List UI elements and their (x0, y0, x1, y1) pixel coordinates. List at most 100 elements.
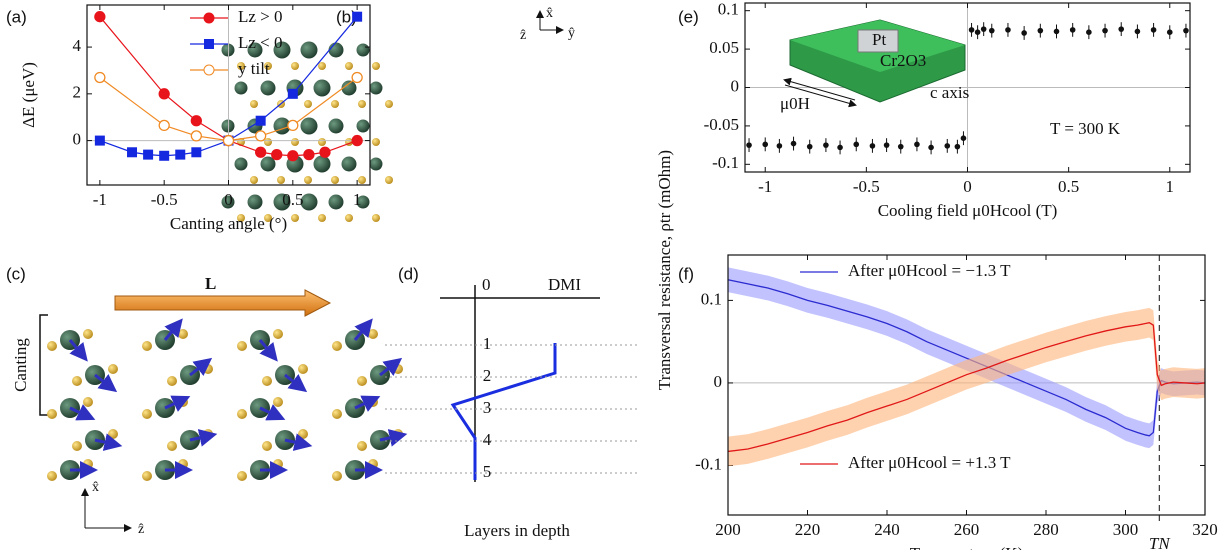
reference-label: TN (1149, 534, 1171, 550)
atom (83, 459, 93, 469)
atom (357, 441, 367, 451)
atom (235, 82, 248, 95)
point (961, 135, 967, 141)
legend-marker (204, 65, 214, 75)
point (1167, 29, 1173, 35)
atom (372, 214, 380, 222)
x-axis-label: Cooling field μ0Hcool (T) (878, 201, 1058, 220)
atom (314, 80, 331, 97)
point (870, 143, 876, 149)
x-tick-label: -0.5 (151, 190, 178, 209)
marker (288, 89, 298, 99)
atom (248, 195, 263, 210)
atom (167, 376, 177, 386)
atom (178, 459, 188, 469)
atom (108, 364, 118, 374)
dmi-profile (453, 343, 555, 480)
atom (370, 158, 383, 171)
x-tick-label: 1 (353, 190, 362, 209)
x-tick-label: 0.5 (282, 190, 303, 209)
point (914, 142, 920, 148)
x-axis-label: Canting angle (°) (170, 214, 287, 233)
y-axis-label: Transversal resistance, ρtr (mOhm) (655, 150, 674, 390)
legend-label: Lz > 0 (238, 7, 283, 26)
atom (368, 329, 378, 339)
atom (329, 195, 344, 210)
y-axis-label: ΔE (μeV) (19, 62, 38, 128)
x-tick-label: 300 (1113, 520, 1139, 539)
y-tick-label: 2 (73, 83, 82, 102)
x-tick-label: 1 (1166, 177, 1175, 196)
atom (83, 397, 93, 407)
atom (178, 329, 188, 339)
atom (329, 43, 344, 58)
atom (237, 471, 247, 481)
body: {"chart_data": [ {"type": "line", "label… (0, 0, 1221, 550)
marker (143, 150, 153, 160)
atom (291, 214, 299, 222)
atom (372, 138, 380, 146)
atom (250, 100, 258, 108)
marker (320, 147, 330, 157)
atom (301, 118, 318, 135)
atom (142, 341, 152, 351)
point (746, 142, 752, 148)
illustrations: (b) x̂ ẑ ŷ (c) L Canting x̂ ẑ (d) 0 DMI … (6, 6, 640, 540)
atom (262, 441, 272, 451)
x-tick-label: 0.5 (1058, 177, 1079, 196)
x-tick-label: 240 (874, 520, 900, 539)
atom (273, 459, 283, 469)
atom (332, 409, 342, 419)
point (1054, 29, 1060, 35)
point (944, 143, 950, 149)
annotation: T = 300 K (1050, 119, 1121, 138)
point (807, 144, 813, 150)
marker (191, 147, 201, 157)
atom (358, 100, 366, 108)
figure: (b) x̂ ẑ ŷ (c) L Canting x̂ ẑ (d) 0 DMI … (0, 0, 1221, 550)
axis-label: ŷ (568, 26, 575, 41)
atom (47, 341, 57, 351)
panel-label: (a) (6, 7, 27, 26)
legend-label: Lz < 0 (238, 33, 283, 52)
atom (235, 158, 248, 171)
atom (318, 62, 326, 70)
x-axis-label: Temperature (K) (910, 544, 1024, 550)
point (989, 28, 995, 34)
annotation: μ0H (780, 94, 810, 113)
point (969, 27, 975, 33)
atom (331, 100, 339, 108)
marker (352, 72, 362, 82)
marker (95, 72, 105, 82)
atom (47, 471, 57, 481)
x-tick-label: 0 (963, 177, 972, 196)
atom (318, 138, 326, 146)
y-tick-label: 0 (714, 372, 723, 391)
marker (159, 151, 169, 161)
atom (298, 364, 308, 374)
x-tick-label: 280 (1033, 520, 1059, 539)
marker (127, 147, 137, 157)
atom (298, 429, 308, 439)
point (955, 144, 961, 150)
x-tick-label: 0 (224, 190, 233, 209)
point (1038, 28, 1044, 34)
point (1005, 27, 1011, 33)
bracket-label: Canting (11, 338, 30, 392)
origin-label: 0 (482, 275, 491, 294)
atom (332, 471, 342, 481)
panel-label: (d) (398, 264, 419, 283)
marker (288, 120, 298, 130)
marker (95, 136, 105, 146)
marker (159, 120, 169, 130)
arrow-label: L (205, 274, 216, 293)
point (1021, 30, 1027, 36)
legend-marker (204, 39, 214, 49)
atom (385, 100, 393, 108)
y-tick-label: 0 (73, 129, 82, 148)
legend-marker (204, 13, 214, 23)
atom (291, 62, 299, 70)
marker (288, 151, 298, 161)
x-tick-label: -1 (93, 190, 107, 209)
atom (108, 429, 118, 439)
